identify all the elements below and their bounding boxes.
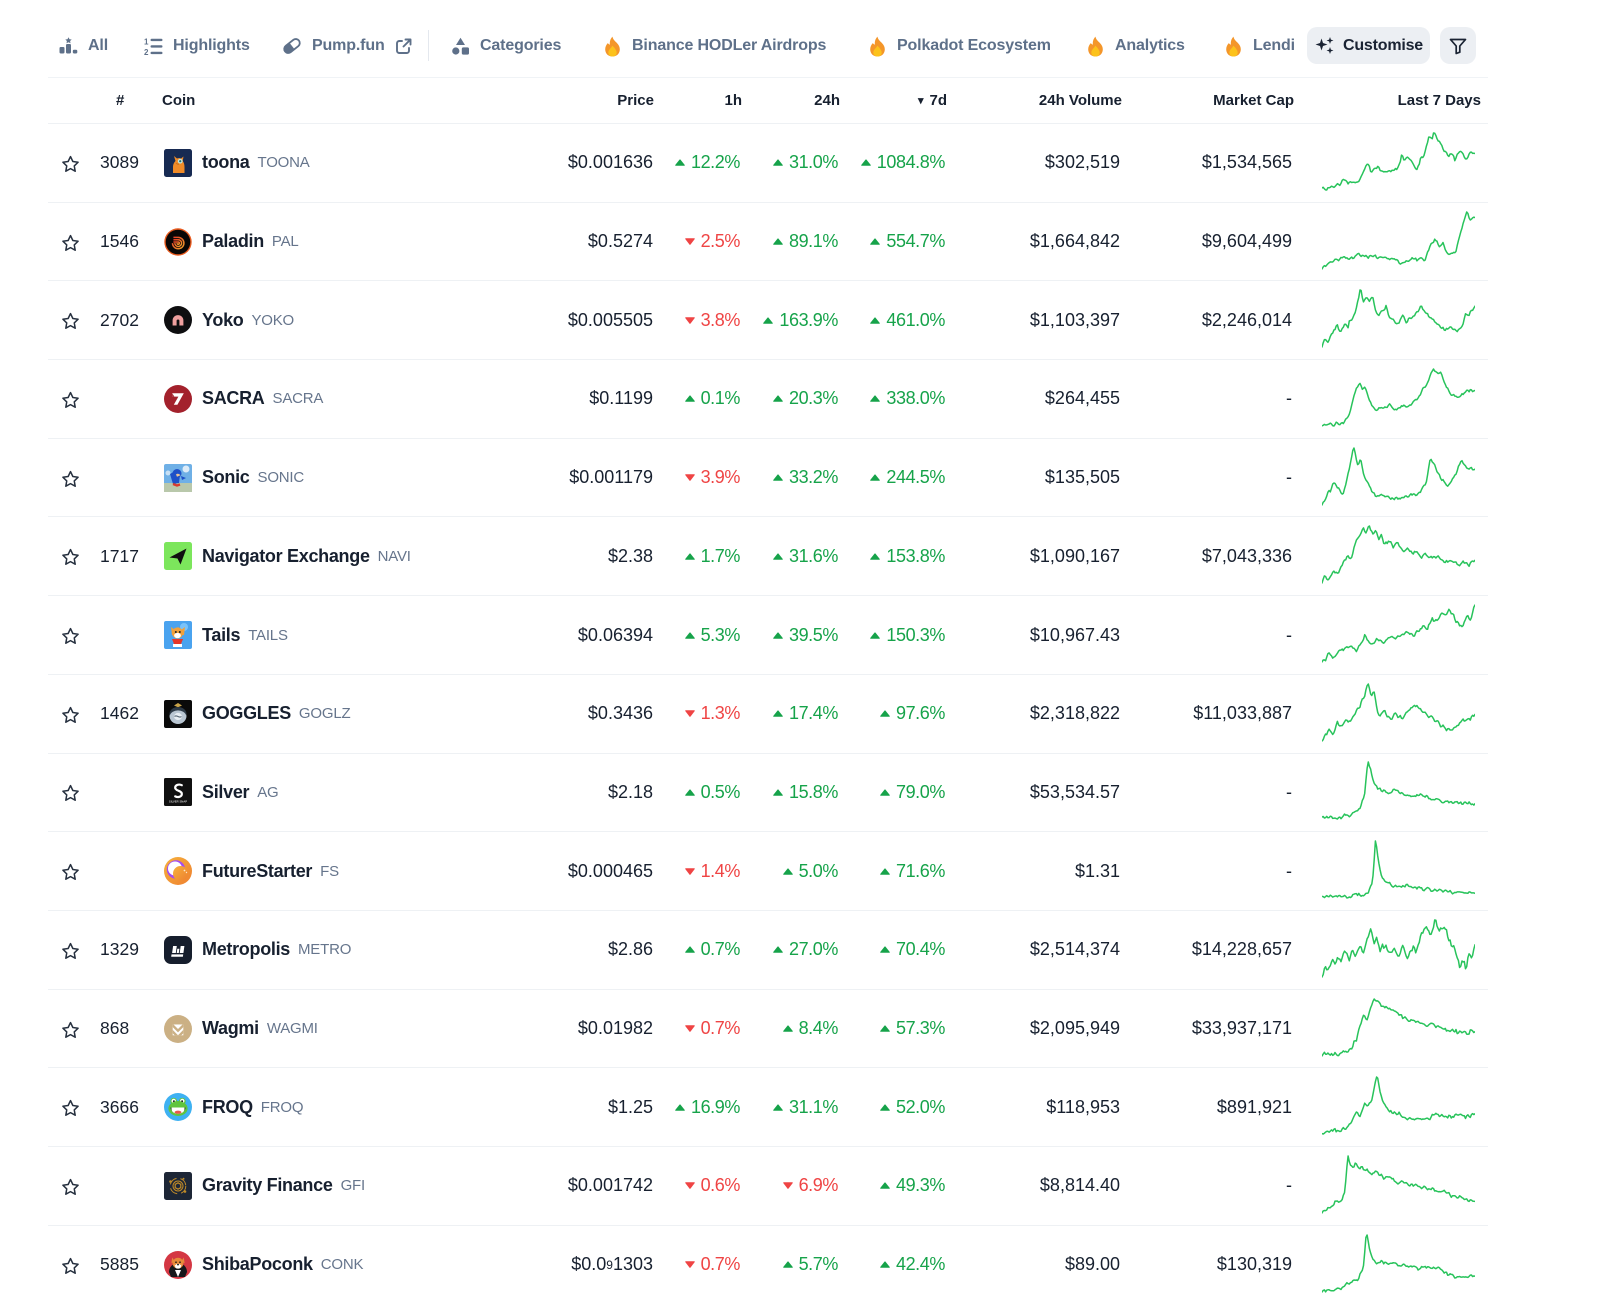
svg-text:SILVER SNAP: SILVER SNAP (169, 800, 187, 804)
svg-text:2: 2 (144, 48, 149, 57)
svg-text:1: 1 (144, 37, 149, 46)
